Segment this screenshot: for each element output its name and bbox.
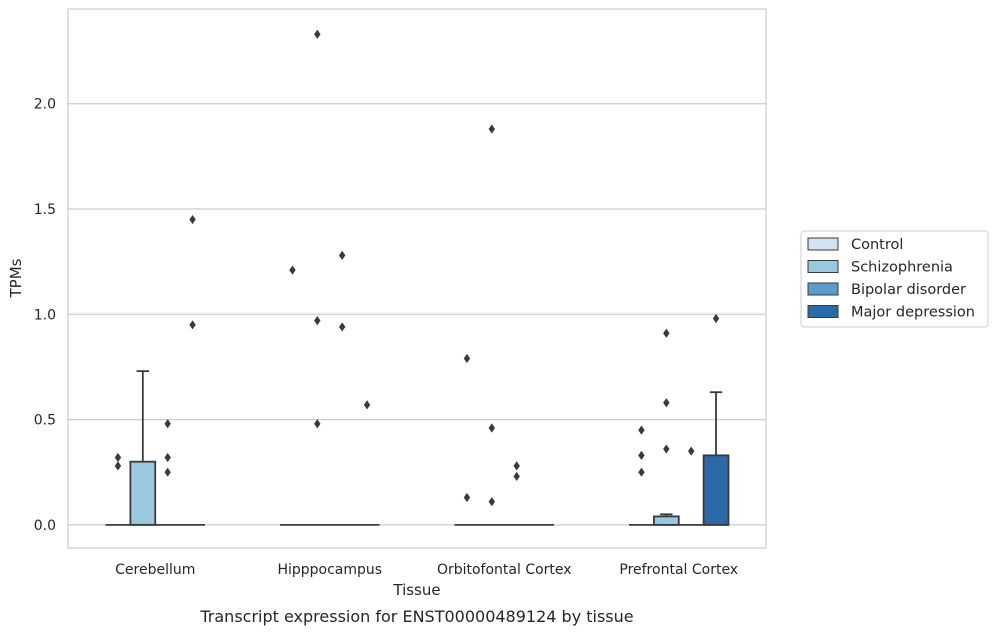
outlier-point — [114, 461, 122, 471]
outlier-point — [289, 265, 296, 275]
box-body — [652, 515, 680, 526]
outlier-point — [712, 313, 720, 324]
x-tick-label: Orbitofontal Cortex — [437, 562, 572, 578]
outlier-point — [164, 467, 171, 477]
outlier-point — [463, 353, 471, 364]
outlier-point — [638, 450, 645, 460]
outlier-point — [114, 452, 122, 463]
outlier-point — [189, 214, 196, 225]
outlier-point — [488, 124, 496, 134]
y-tick-label: 2.0 — [34, 97, 56, 113]
x-tick-label: Cerebellum — [115, 562, 195, 578]
outlier-point — [189, 320, 196, 330]
y-tick-label: 0.0 — [34, 518, 56, 534]
outlier-point — [638, 467, 645, 477]
legend-label: Schizophrenia — [851, 260, 953, 276]
outlier-point — [314, 29, 321, 39]
outlier-point — [488, 423, 496, 433]
outlier-point — [164, 452, 171, 463]
y-tick-label: 0.5 — [34, 413, 56, 429]
box — [652, 513, 680, 526]
outlier-point — [687, 446, 695, 456]
legend-frame — [800, 230, 989, 328]
legend-swatch — [807, 237, 839, 251]
y-axis-label: TPMs — [7, 258, 25, 298]
y-tick-label: 1.5 — [34, 202, 56, 218]
outlier-point — [513, 461, 520, 471]
plot-frame — [67, 8, 767, 549]
x-tick-label: Hipppocampus — [277, 562, 382, 578]
x-tick-label: Prefrontal Cortex — [619, 562, 738, 578]
legend: Control Schizophrenia Bipolar disorder Majo… — [800, 230, 989, 328]
outlier-point — [338, 250, 346, 260]
outlier-point — [314, 316, 321, 326]
chart-caption: Transcript expression for ENST0000048912… — [199, 607, 633, 626]
legend-label: Bipolar disorder — [851, 282, 966, 298]
outliers — [114, 29, 720, 507]
boxes — [105, 370, 730, 526]
outlier-point — [663, 444, 670, 454]
outlier-point — [663, 328, 670, 338]
legend-swatch — [807, 260, 839, 273]
outlier-point — [513, 471, 520, 482]
y-tick-label: 1.0 — [34, 307, 56, 323]
outlier-point — [463, 492, 471, 503]
legend-label: Major depression — [851, 305, 975, 321]
gridlines — [68, 103, 766, 526]
box-body — [702, 454, 730, 526]
box — [702, 391, 730, 526]
legend-swatch — [807, 282, 839, 296]
outlier-point — [338, 322, 346, 332]
x-tick-labels: Cerebellum Hipppocampus Orbitofontal Corte… — [115, 562, 738, 578]
legend-swatch — [807, 305, 839, 318]
legend-label: Control — [851, 237, 903, 253]
y-tick-labels: 0.0 0.5 1.0 1.5 2.0 — [34, 97, 56, 534]
x-axis-label: Tissue — [392, 581, 440, 599]
outlier-point — [363, 400, 371, 410]
outlier-point — [638, 425, 645, 435]
outlier-point — [314, 419, 321, 429]
outlier-point — [164, 419, 171, 429]
box-body — [129, 460, 157, 526]
outlier-point — [488, 497, 496, 507]
outlier-point — [663, 398, 670, 408]
box — [129, 370, 157, 526]
